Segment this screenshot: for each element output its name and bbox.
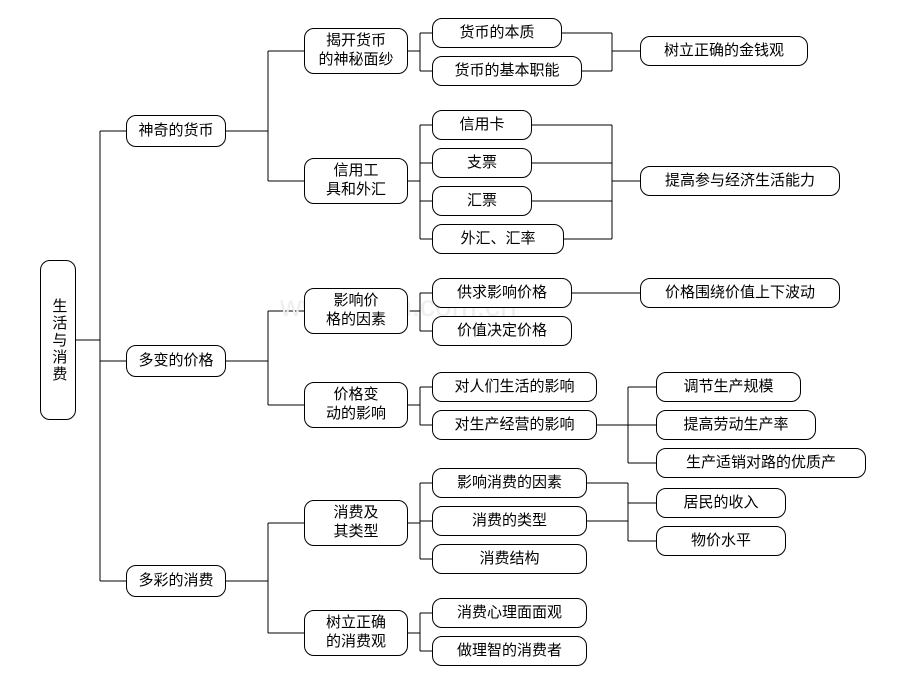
node-root: 生活与消费 — [40, 260, 76, 420]
node-t123: 汇票 — [432, 186, 532, 216]
node-t212: 价值决定价格 — [432, 316, 572, 346]
node-b2: 多变的价格 — [126, 345, 226, 377]
node-t124: 外汇、汇率 — [432, 224, 564, 254]
node-o3: 价格围绕价值上下波动 — [640, 278, 840, 308]
node-o2: 提高参与经济生活能力 — [640, 166, 840, 196]
node-o1: 树立正确的金钱观 — [640, 36, 808, 66]
node-o52: 物价水平 — [656, 526, 786, 556]
node-o42: 提高劳动生产率 — [656, 410, 816, 440]
node-t321: 消费心理面面观 — [432, 598, 587, 628]
node-t121: 信用卡 — [432, 110, 532, 140]
node-s32: 树立正确 的消费观 — [304, 610, 408, 656]
node-s12: 信用工 具和外汇 — [304, 158, 408, 204]
node-s31: 消费及 其类型 — [304, 500, 408, 546]
node-o43: 生产适销对路的优质产 — [656, 448, 866, 478]
node-t211: 供求影响价格 — [432, 278, 572, 308]
node-t313: 消费结构 — [432, 544, 587, 574]
node-b1: 神奇的货币 — [126, 115, 226, 147]
node-s11: 揭开货币 的神秘面纱 — [304, 28, 408, 74]
node-b3: 多彩的消费 — [126, 565, 226, 597]
node-s22: 价格变 动的影响 — [304, 382, 408, 428]
node-t311: 影响消费的因素 — [432, 468, 587, 498]
node-t111: 货币的本质 — [432, 18, 562, 48]
node-o51: 居民的收入 — [656, 488, 786, 518]
node-t312: 消费的类型 — [432, 506, 587, 536]
node-t222: 对生产经营的影响 — [432, 410, 597, 440]
node-t322: 做理智的消费者 — [432, 636, 587, 666]
node-s21: 影响价 格的因素 — [304, 288, 408, 334]
node-t122: 支票 — [432, 148, 532, 178]
node-t112: 货币的基本职能 — [432, 56, 582, 86]
node-t221: 对人们生活的影响 — [432, 372, 597, 402]
node-o41: 调节生产规模 — [656, 372, 801, 402]
